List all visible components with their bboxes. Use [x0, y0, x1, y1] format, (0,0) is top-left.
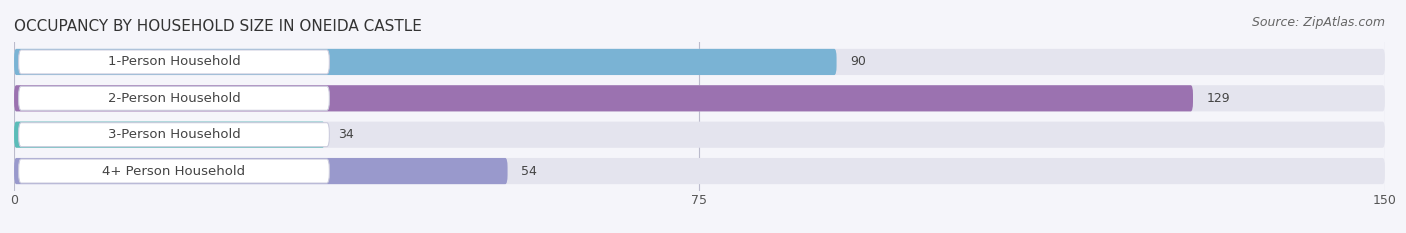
FancyBboxPatch shape — [14, 122, 1385, 148]
FancyBboxPatch shape — [14, 49, 1385, 75]
Text: 34: 34 — [339, 128, 354, 141]
Text: 90: 90 — [851, 55, 866, 69]
FancyBboxPatch shape — [14, 49, 837, 75]
FancyBboxPatch shape — [14, 158, 1385, 184]
FancyBboxPatch shape — [18, 86, 329, 110]
FancyBboxPatch shape — [18, 50, 329, 74]
Text: OCCUPANCY BY HOUSEHOLD SIZE IN ONEIDA CASTLE: OCCUPANCY BY HOUSEHOLD SIZE IN ONEIDA CA… — [14, 19, 422, 34]
Text: 129: 129 — [1206, 92, 1230, 105]
FancyBboxPatch shape — [18, 159, 329, 183]
FancyBboxPatch shape — [14, 85, 1192, 111]
Text: 1-Person Household: 1-Person Household — [108, 55, 240, 69]
FancyBboxPatch shape — [18, 123, 329, 147]
FancyBboxPatch shape — [14, 85, 1385, 111]
Text: 54: 54 — [522, 164, 537, 178]
FancyBboxPatch shape — [14, 158, 508, 184]
FancyBboxPatch shape — [14, 122, 325, 148]
Text: Source: ZipAtlas.com: Source: ZipAtlas.com — [1251, 16, 1385, 29]
Text: 4+ Person Household: 4+ Person Household — [103, 164, 246, 178]
Text: 3-Person Household: 3-Person Household — [108, 128, 240, 141]
Text: 2-Person Household: 2-Person Household — [108, 92, 240, 105]
